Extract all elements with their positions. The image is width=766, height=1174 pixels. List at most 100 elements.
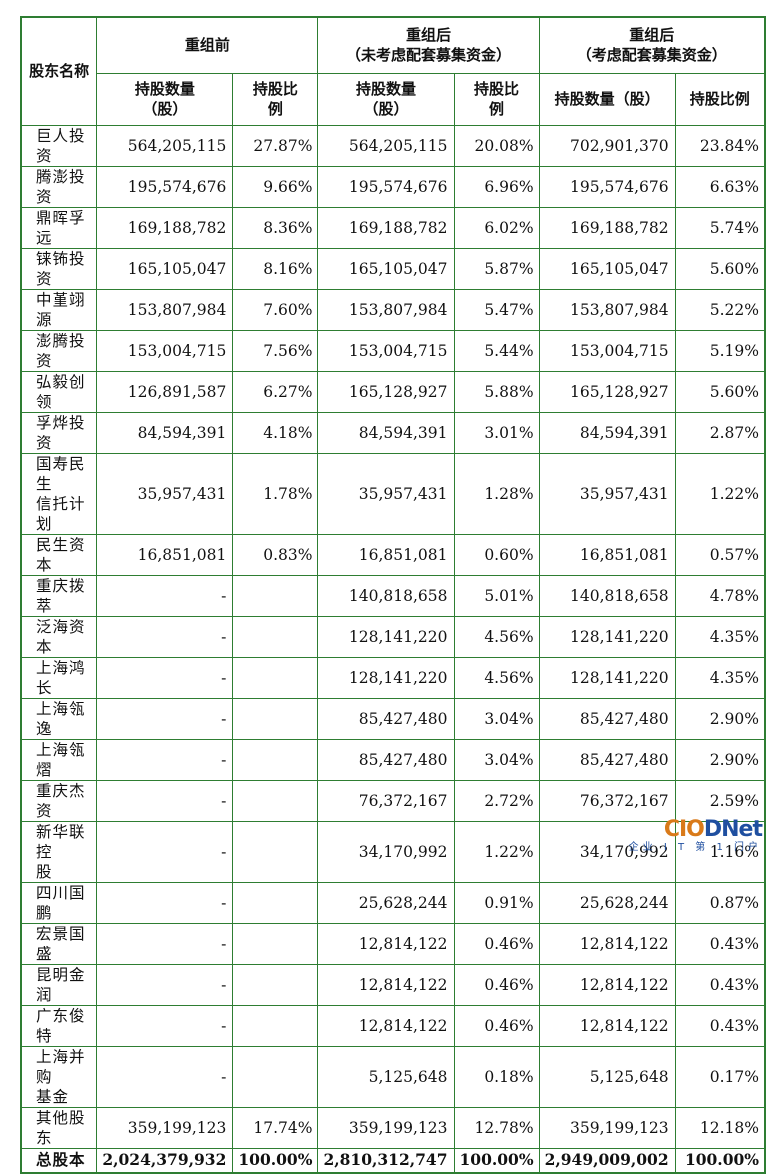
table-row: 弘毅创领 126,891,587 6.27% 165,128,927 5.88% 165,… xyxy=(20,370,766,413)
cell-qty-after-no: 85,427,480 xyxy=(317,738,455,781)
shareholder-name: 宏景国盛 xyxy=(20,922,98,965)
shareholder-name: 上海瓴熠 xyxy=(20,738,98,781)
cell-pct-after-with: 12.18% xyxy=(674,1106,766,1149)
cell-pct-after-no: 3.04% xyxy=(453,738,540,781)
cell-qty-before: 153,004,715 xyxy=(96,329,234,372)
cell-pct-after-no: 5.87% xyxy=(453,247,540,290)
cell-pct-after-with: 0.43% xyxy=(674,963,766,1006)
cell-qty-after-no: 359,199,123 xyxy=(317,1106,455,1149)
cell-qty-before: - xyxy=(96,738,234,781)
cell-pct-after-no: 0.18% xyxy=(453,1045,540,1108)
col-shareholder-name: 股东名称 xyxy=(20,16,98,126)
col-qty-before: 持股数量 （股） xyxy=(96,72,234,126)
cell-pct-before xyxy=(232,963,319,1006)
cell-qty-after-no: 16,851,081 xyxy=(317,533,455,576)
shareholder-name: 其他股东 xyxy=(20,1106,98,1149)
cell-pct-before: 4.18% xyxy=(232,411,319,454)
shareholder-name: 民生资本 xyxy=(20,533,98,576)
cell-qty-after-no: 12,814,122 xyxy=(317,922,455,965)
table-row: 上海瓴熠 -85,427,480 3.04% 85,427,480 2.90% xyxy=(20,738,766,781)
cell-pct-before xyxy=(232,1045,319,1108)
cell-pct-before: 6.27% xyxy=(232,370,319,413)
cell-qty-after-with: 35,957,431 xyxy=(538,452,676,535)
cell-qty-after-with: 85,427,480 xyxy=(538,738,676,781)
cell-qty-before: - xyxy=(96,963,234,1006)
cell-qty-after-no: 128,141,220 xyxy=(317,656,455,699)
cell-qty-before: - xyxy=(96,820,234,883)
cell-pct-before xyxy=(232,820,319,883)
shareholder-name: 铼钸投资 xyxy=(20,247,98,290)
shareholder-name: 中堇翊源 xyxy=(20,288,98,331)
cell-pct-after-with: 4.35% xyxy=(674,615,766,658)
cell-qty-after-no: 564,205,115 xyxy=(317,124,455,167)
cell-pct-after-with: 4.78% xyxy=(674,574,766,617)
group-subtitle: （未考虑配套募集资金） xyxy=(346,46,512,65)
cell-pct-before xyxy=(232,1004,319,1047)
group-after-no-funding: 重组后 （未考虑配套募集资金） xyxy=(317,16,540,74)
cell-pct-before: 27.87% xyxy=(232,124,319,167)
cell-pct-after-no: 5.47% xyxy=(453,288,540,331)
cell-qty-before: - xyxy=(96,615,234,658)
cell-pct-after-with: 0.57% xyxy=(674,533,766,576)
table-row: 泛海资本 -128,141,220 4.56% 128,141,220 4.35% xyxy=(20,615,766,658)
cell-pct-before xyxy=(232,656,319,699)
col-qty-after-with: 持股数量（股） xyxy=(538,72,676,126)
total-qty-after-with: 2,949,009,002 xyxy=(538,1147,676,1174)
cell-pct-before xyxy=(232,697,319,740)
cell-pct-after-no: 5.88% xyxy=(453,370,540,413)
table-body: 巨人投资 564,205,115 27.87% 564,205,115 20.08% 70… xyxy=(20,124,766,1149)
cell-qty-before: 169,188,782 xyxy=(96,206,234,249)
cell-qty-after-no: 5,125,648 xyxy=(317,1045,455,1108)
table-row: 重庆杰资 -76,372,167 2.72% 76,372,167 2.59% xyxy=(20,779,766,822)
total-qty-after-no: 2,810,312,747 xyxy=(317,1147,455,1174)
cell-qty-before: 564,205,115 xyxy=(96,124,234,167)
cell-qty-after-with: 128,141,220 xyxy=(538,656,676,699)
cell-pct-before: 8.36% xyxy=(232,206,319,249)
cell-qty-after-no: 85,427,480 xyxy=(317,697,455,740)
table-row: 民生资本 16,851,081 0.83% 16,851,081 0.60% 16,851… xyxy=(20,533,766,576)
cell-qty-before: - xyxy=(96,656,234,699)
cell-qty-before: 126,891,587 xyxy=(96,370,234,413)
shareholder-name: 上海鸿长 xyxy=(20,656,98,699)
cell-qty-after-with: 12,814,122 xyxy=(538,963,676,1006)
cell-pct-before: 1.78% xyxy=(232,452,319,535)
cell-pct-before: 8.16% xyxy=(232,247,319,290)
table-row: 广东俊特 -12,814,122 0.46% 12,814,122 0.43% xyxy=(20,1004,766,1047)
cell-qty-before: - xyxy=(96,1045,234,1108)
cell-pct-before: 7.60% xyxy=(232,288,319,331)
cell-pct-before xyxy=(232,574,319,617)
cell-pct-after-with: 5.19% xyxy=(674,329,766,372)
table-row: 上海并购 基金 -5,125,648 0.18% 5,125,648 0.17% xyxy=(20,1045,766,1108)
cell-qty-after-with: 153,004,715 xyxy=(538,329,676,372)
shareholder-name: 重庆杰资 xyxy=(20,779,98,822)
total-pct-after-no: 100.00% xyxy=(453,1147,540,1174)
cell-qty-before: - xyxy=(96,574,234,617)
cell-qty-before: - xyxy=(96,697,234,740)
cell-qty-before: 153,807,984 xyxy=(96,288,234,331)
cell-qty-before: 16,851,081 xyxy=(96,533,234,576)
cell-qty-after-no: 12,814,122 xyxy=(317,1004,455,1047)
shareholder-name: 四川国鹏 xyxy=(20,881,98,924)
total-qty-before: 2,024,379,932 xyxy=(96,1147,234,1174)
cell-qty-after-with: 702,901,370 xyxy=(538,124,676,167)
shareholder-name: 腾澎投资 xyxy=(20,165,98,208)
cell-qty-after-no: 84,594,391 xyxy=(317,411,455,454)
cell-qty-after-no: 169,188,782 xyxy=(317,206,455,249)
cell-qty-after-no: 128,141,220 xyxy=(317,615,455,658)
cell-qty-after-with: 25,628,244 xyxy=(538,881,676,924)
cell-pct-after-with: 5.74% xyxy=(674,206,766,249)
cell-pct-after-with: 1.22% xyxy=(674,452,766,535)
cell-pct-after-no: 5.01% xyxy=(453,574,540,617)
shareholding-table: 股东名称 重组前 重组后 （未考虑配套募集资金） 重组后 （考虑配套募集资金） … xyxy=(20,16,766,1174)
group-before-restructure: 重组前 xyxy=(96,16,319,74)
cell-pct-after-with: 0.43% xyxy=(674,922,766,965)
cell-pct-after-no: 12.78% xyxy=(453,1106,540,1149)
table-row: 鼎晖孚远 169,188,782 8.36% 169,188,782 6.02% 169,… xyxy=(20,206,766,249)
group-subtitle: （考虑配套募集资金） xyxy=(576,46,727,65)
cell-pct-after-with: 1.16% xyxy=(674,820,766,883)
cell-pct-after-no: 4.56% xyxy=(453,615,540,658)
cell-pct-after-no: 3.04% xyxy=(453,697,540,740)
cell-pct-after-no: 3.01% xyxy=(453,411,540,454)
shareholder-name: 新华联控股 xyxy=(20,820,98,883)
cell-pct-after-no: 1.22% xyxy=(453,820,540,883)
